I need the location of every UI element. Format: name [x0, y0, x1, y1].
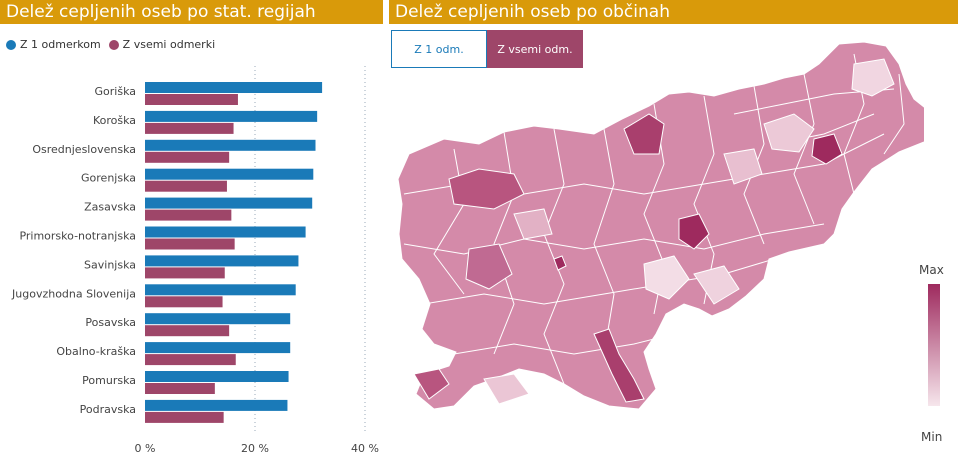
bar-all-doses [145, 151, 230, 163]
bar-one-dose [145, 399, 288, 411]
category-label: Pomurska [82, 374, 136, 387]
category-label: Obalno-kraška [56, 345, 136, 358]
toggle-all-doses-button[interactable]: Z vsemi odm. [487, 30, 583, 68]
bar-all-doses [145, 209, 232, 221]
light-municipalities [483, 58, 895, 405]
category-label: Koroška [93, 114, 136, 127]
bar-one-dose [145, 110, 318, 122]
bar-all-doses [145, 267, 225, 279]
bar-one-dose [145, 197, 313, 209]
bar-all-doses [145, 296, 223, 308]
color-scale-bar [928, 284, 940, 406]
category-label: Primorsko-notranjska [19, 230, 136, 243]
scale-max-label: Max [919, 263, 944, 277]
category-label: Podravska [80, 403, 136, 416]
x-tick-label: 40 % [351, 442, 379, 455]
legend-dot-purple [108, 39, 119, 50]
highlighted-municipalities [413, 113, 843, 403]
toggle-one-dose-button[interactable]: Z 1 odm. [391, 30, 487, 68]
chart-legend: Z 1 odmerkom Z vsemi odmerki [6, 38, 223, 51]
bar-one-dose [145, 168, 314, 180]
map-toggle: Z 1 odm. Z vsemi odm. [391, 30, 583, 68]
bar-all-doses [145, 411, 224, 423]
legend-item-2[interactable]: Z vsemi odmerki [108, 38, 216, 51]
bar-all-doses [145, 383, 215, 394]
legend-label-1: Z 1 odmerkom [20, 38, 101, 51]
bar-all-doses [145, 180, 227, 192]
category-label: Osrednjeslovenska [32, 143, 136, 156]
legend-label-2: Z vsemi odmerki [122, 38, 216, 51]
category-label: Goriška [95, 85, 136, 98]
legend-dot-blue [6, 39, 16, 50]
category-label: Jugovzhodna Slovenija [11, 287, 136, 300]
bar-one-dose [145, 313, 291, 325]
x-tick-label: 0 % [135, 442, 156, 455]
category-label: Gorenjska [81, 172, 136, 185]
bar-all-doses [145, 94, 238, 105]
right-panel-title: Delež cepljenih oseb po občinah [389, 0, 958, 24]
scale-min-label: Min [921, 430, 943, 444]
legend-item-1[interactable]: Z 1 odmerkom [6, 38, 101, 51]
municipality-map[interactable] [394, 34, 924, 416]
bar-all-doses [145, 238, 235, 250]
bar-all-doses [145, 354, 236, 366]
bar-all-doses [145, 325, 230, 337]
bar-one-dose [145, 371, 289, 382]
bar-all-doses [145, 122, 234, 134]
bar-one-dose [145, 139, 316, 151]
bar-one-dose [145, 284, 296, 296]
bar-one-dose [145, 255, 299, 267]
left-panel-title: Delež cepljenih oseb po stat. regijah [0, 0, 383, 24]
x-tick-label: 20 % [241, 442, 269, 455]
bar-one-dose [145, 342, 291, 354]
bar-chart: Goriška Koroška Osrednjeslovenska Gorenjska… [11, 66, 379, 455]
slovenia-outline [397, 41, 924, 410]
category-label: Savinjska [84, 258, 136, 271]
bar-one-dose [145, 82, 323, 93]
category-label: Posavska [85, 316, 136, 329]
category-label: Zasavska [84, 201, 136, 214]
bar-one-dose [145, 226, 306, 238]
